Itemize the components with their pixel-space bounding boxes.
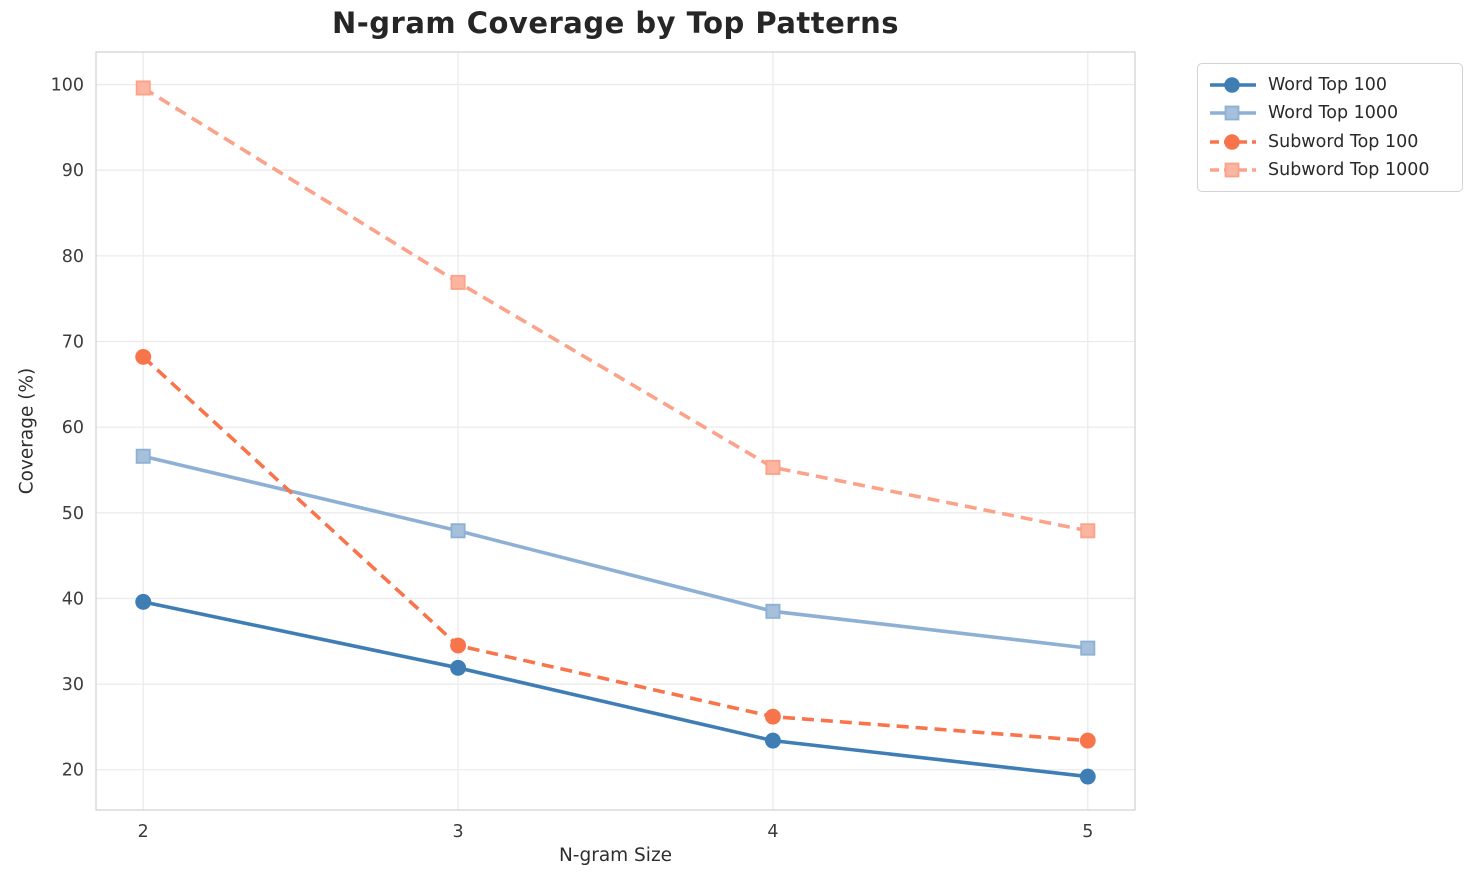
data-point [135, 80, 151, 96]
x-tick-label: 4 [767, 822, 778, 842]
x-tick-label: 5 [1082, 822, 1093, 842]
data-point [450, 523, 466, 539]
data-point [765, 459, 781, 475]
data-point [450, 659, 467, 676]
legend-swatch-icon [1210, 162, 1256, 178]
series-word-top-1000 [135, 448, 1096, 656]
legend-item-label: Subword Top 1000 [1268, 159, 1430, 180]
data-point [1080, 640, 1096, 656]
data-point [1079, 768, 1096, 785]
y-tick-label: 20 [62, 761, 84, 781]
data-point [1080, 523, 1096, 539]
legend-item-word-top-1000: Word Top 1000 [1209, 103, 1451, 123]
series-line [142, 454, 1088, 650]
y-tick-label: 30 [62, 675, 84, 695]
data-point [135, 593, 152, 610]
x-tick-label: 2 [138, 822, 149, 842]
series-word-top-100 [135, 593, 1096, 785]
data-point [450, 637, 467, 654]
x-axis-label: N-gram Size [558, 845, 673, 866]
legend-item-subword-top-100: Subword Top 100 [1209, 132, 1451, 152]
legend-swatch-icon [1210, 105, 1256, 121]
y-tick-label: 100 [51, 76, 84, 96]
y-tick-label: 60 [62, 418, 84, 438]
legend-item-label: Subword Top 100 [1268, 131, 1419, 152]
series-subword-top-100 [135, 348, 1096, 749]
y-axis-label: Coverage (%) [16, 367, 38, 495]
y-tick-label: 50 [62, 504, 84, 524]
series-line [142, 600, 1088, 779]
legend-item-subword-top-1000: Subword Top 1000 [1209, 160, 1451, 180]
series-line [142, 355, 1088, 743]
chart-title: N-gram Coverage by Top Patterns [331, 6, 900, 40]
data-point [1079, 732, 1096, 749]
x-tick-label: 3 [453, 822, 464, 842]
data-point [135, 348, 152, 365]
y-tick-label: 80 [62, 247, 84, 267]
data-point [764, 732, 781, 749]
data-point [450, 274, 466, 290]
legend-item-word-top-100: Word Top 100 [1209, 75, 1451, 95]
data-point [765, 603, 781, 619]
y-tick-label: 70 [62, 332, 84, 352]
data-point [135, 448, 151, 464]
axes-border [95, 51, 1136, 811]
legend-swatch-icon [1210, 133, 1256, 150]
gridlines [96, 52, 1135, 810]
x-tick-labels: 2 3 4 5 [138, 822, 1094, 842]
y-tick-label: 90 [62, 161, 84, 181]
axes-background [96, 52, 1135, 810]
y-tick-label: 40 [62, 589, 84, 609]
y-tick-labels: 20 30 40 50 60 70 80 90 100 [51, 76, 84, 781]
series-subword-top-1000 [135, 80, 1096, 539]
legend-item-label: Word Top 100 [1268, 75, 1388, 96]
legend: Word Top 100 Word Top 1000 Subword Top 100… [1197, 63, 1463, 192]
data-point [764, 708, 781, 725]
series-line [142, 86, 1089, 533]
legend-swatch-icon [1210, 77, 1256, 93]
legend-item-label: Word Top 1000 [1268, 103, 1399, 124]
